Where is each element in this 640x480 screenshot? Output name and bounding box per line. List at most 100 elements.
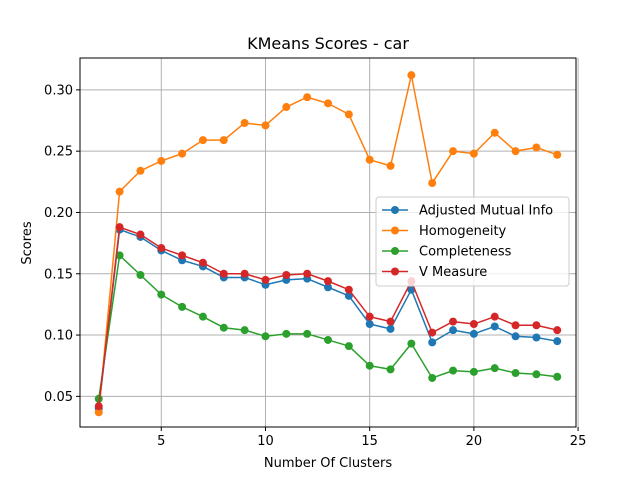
series-homogeneity	[94, 71, 562, 417]
data-point-v-measure	[553, 326, 562, 335]
data-point-homogeneity	[553, 150, 562, 159]
data-point-homogeneity	[344, 110, 353, 119]
data-point-v-measure	[178, 251, 187, 260]
data-point-adjusted-mutual-info	[490, 322, 499, 331]
data-point-completeness	[553, 372, 562, 381]
data-point-homogeneity	[365, 155, 374, 164]
data-point-completeness	[157, 290, 166, 299]
data-point-adjusted-mutual-info	[553, 337, 562, 346]
data-point-v-measure	[136, 230, 145, 239]
legend-marker-v-measure	[391, 267, 399, 276]
x-tick-label: 15	[361, 434, 378, 449]
legend-marker-homogeneity	[391, 226, 399, 235]
x-tick-label: 20	[466, 434, 483, 449]
data-point-completeness	[490, 364, 499, 373]
data-point-completeness	[198, 312, 207, 321]
data-point-v-measure	[386, 317, 395, 326]
legend-label-homogeneity: Homogeneity	[419, 224, 507, 239]
grid-layer	[80, 58, 579, 427]
data-point-adjusted-mutual-info	[386, 324, 395, 333]
x-tick-label: 5	[157, 434, 165, 449]
x-tick-label: 10	[257, 434, 274, 449]
data-point-v-measure	[219, 269, 228, 278]
data-point-v-measure	[449, 317, 458, 326]
y-tick-label: 0.05	[44, 390, 73, 405]
legend-box	[375, 196, 570, 287]
legend-marker-completeness	[391, 247, 399, 255]
legend-label-completeness: Completeness	[419, 245, 512, 260]
data-point-homogeneity	[469, 149, 478, 158]
data-point-adjusted-mutual-info	[428, 338, 437, 347]
data-point-homogeneity	[303, 93, 312, 102]
data-point-completeness	[136, 270, 145, 279]
data-point-completeness	[386, 365, 395, 374]
data-point-v-measure	[532, 321, 541, 330]
data-point-v-measure	[94, 402, 103, 411]
y-tick-label: 0.15	[44, 267, 73, 282]
series-v-measure	[94, 223, 562, 411]
data-point-completeness	[115, 251, 124, 260]
legend-label-adjusted-mutual-info: Adjusted Mutual Info	[419, 204, 553, 219]
data-point-adjusted-mutual-info	[469, 329, 478, 338]
data-point-homogeneity	[198, 136, 207, 145]
data-point-v-measure	[469, 320, 478, 329]
data-point-homogeneity	[178, 149, 187, 158]
data-point-homogeneity	[407, 71, 416, 80]
series-layer	[94, 71, 562, 417]
data-point-adjusted-mutual-info	[344, 291, 353, 300]
data-point-completeness	[428, 373, 437, 382]
data-point-homogeneity	[282, 103, 291, 112]
data-point-v-measure	[282, 270, 291, 279]
legend-marker-adjusted-mutual-info	[391, 206, 399, 214]
data-point-homogeneity	[428, 179, 437, 188]
data-point-homogeneity	[449, 147, 458, 156]
data-point-homogeneity	[490, 128, 499, 137]
chart-title: KMeans Scores - car	[247, 34, 409, 53]
data-point-homogeneity	[511, 147, 520, 156]
data-point-homogeneity	[240, 118, 249, 127]
data-point-completeness	[261, 332, 270, 341]
legend: Adjusted Mutual Info Homogeneity Completen…	[375, 196, 570, 287]
y-tick-label: 0.30	[44, 83, 73, 98]
data-point-completeness	[532, 370, 541, 379]
data-point-completeness	[469, 367, 478, 376]
data-point-homogeneity	[157, 156, 166, 165]
data-point-v-measure	[240, 269, 249, 278]
data-point-v-measure	[157, 244, 166, 253]
data-point-v-measure	[365, 312, 374, 321]
legend-label-v-measure: V Measure	[419, 265, 487, 280]
data-point-completeness	[365, 361, 374, 370]
data-point-adjusted-mutual-info	[365, 320, 374, 329]
data-point-v-measure	[261, 275, 270, 284]
data-point-homogeneity	[532, 143, 541, 152]
data-point-homogeneity	[261, 121, 270, 130]
data-point-completeness	[449, 366, 458, 375]
data-point-adjusted-mutual-info	[511, 332, 520, 341]
data-point-completeness	[94, 394, 103, 403]
y-tick-label: 0.10	[44, 329, 73, 344]
data-point-v-measure	[324, 277, 332, 286]
x-axis-label: Number Of Clusters	[264, 456, 392, 471]
data-point-homogeneity	[136, 166, 145, 175]
data-point-v-measure	[490, 312, 499, 321]
data-point-completeness	[240, 326, 249, 335]
data-point-v-measure	[198, 258, 207, 267]
series-adjusted-mutual-info	[94, 225, 562, 413]
data-point-homogeneity	[219, 136, 228, 145]
data-point-homogeneity	[324, 99, 332, 108]
data-point-adjusted-mutual-info	[449, 326, 458, 335]
x-tick-label: 25	[570, 434, 587, 449]
data-point-homogeneity	[115, 187, 124, 196]
y-axis-label: Scores	[20, 221, 35, 264]
data-point-v-measure	[344, 285, 353, 294]
data-point-adjusted-mutual-info	[324, 283, 332, 292]
data-point-homogeneity	[386, 161, 395, 170]
data-point-completeness	[511, 369, 520, 378]
data-point-v-measure	[511, 321, 520, 330]
data-point-completeness	[219, 323, 228, 332]
data-point-v-measure	[115, 223, 124, 232]
series-completeness	[94, 251, 562, 403]
data-point-homogeneity	[94, 408, 103, 417]
tick-layer: 5 10 15 20 25 0.05 0.10 0.15 0.20 0.25 0.30	[44, 83, 586, 449]
